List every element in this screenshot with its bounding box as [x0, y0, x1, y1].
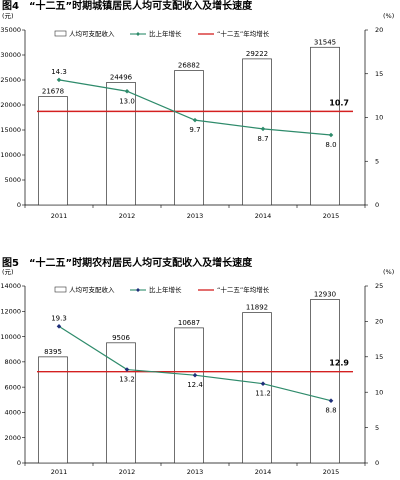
income-bar [174, 70, 204, 206]
right-tick-label: 15 [375, 353, 383, 361]
chart-title: 图4 “十二五”时期城镇居民人均可支配收入及增长速度 [2, 0, 253, 12]
right-axis-unit: (%) [383, 268, 394, 276]
x-tick-label: 2013 [187, 212, 204, 220]
left-tick-label: 8000 [4, 358, 21, 366]
income-bar-label: 21678 [42, 88, 64, 96]
average-growth-label: 10.7 [329, 98, 349, 107]
left-tick-label: 4000 [4, 409, 21, 417]
right-tick-label: 0 [375, 201, 379, 209]
growth-point-label: 8.0 [325, 141, 336, 149]
x-tick-label: 2014 [255, 212, 272, 220]
left-tick-label: 5000 [4, 176, 21, 184]
right-tick-label: 20 [375, 318, 383, 326]
growth-point-label: 8.7 [257, 135, 268, 143]
income-bar-label: 26882 [178, 62, 200, 70]
income-bar-label: 9506 [112, 334, 130, 342]
legend-growth-label: 比上年增长 [149, 285, 182, 294]
growth-point [260, 381, 266, 387]
left-tick-label: 0 [17, 459, 21, 467]
legend-bar-label: 人均可支配收入 [69, 285, 115, 294]
left-tick-label: 20000 [0, 101, 21, 109]
left-tick-label: 25000 [0, 76, 21, 84]
growth-point-label: 14.3 [51, 68, 67, 76]
legend-average-label: “十二五”年均增长 [217, 285, 270, 294]
growth-point-label: 13.2 [119, 376, 135, 384]
growth-point [56, 324, 62, 329]
x-tick-label: 2015 [323, 468, 340, 476]
growth-point-label: 8.8 [325, 407, 336, 415]
growth-point-label: 19.3 [51, 314, 67, 322]
income-bar-label: 24496 [110, 74, 133, 82]
chart-1: 图4 “十二五”时期城镇居民人均可支配收入及增长速度(元) (%)05000100… [0, 0, 394, 220]
income-bar-label: 8395 [44, 348, 62, 356]
growth-point-label: 9.7 [189, 126, 200, 134]
right-tick-label: 25 [375, 282, 383, 290]
income-bar [38, 356, 68, 464]
x-tick-label: 2012 [119, 212, 136, 220]
income-bar [174, 327, 204, 464]
left-tick-label: 14000 [0, 282, 21, 290]
left-tick-label: 30000 [0, 51, 21, 59]
x-tick-label: 2015 [323, 212, 340, 220]
income-bar-label: 29222 [246, 50, 268, 58]
growth-point [328, 132, 334, 138]
left-tick-label: 6000 [4, 383, 21, 391]
growth-point [124, 367, 130, 372]
income-bar-label: 31545 [314, 38, 336, 46]
left-tick-label: 15000 [0, 126, 21, 134]
left-axis-unit: (元) [2, 12, 14, 20]
growth-point [124, 88, 130, 94]
average-growth-label: 12.9 [329, 359, 349, 368]
growth-point [192, 117, 198, 123]
left-tick-label: 0 [17, 201, 21, 209]
right-tick-label: 10 [375, 388, 383, 396]
x-tick-label: 2014 [255, 468, 272, 476]
growth-point-label: 11.2 [255, 390, 271, 398]
legend-bar-swatch [54, 30, 67, 37]
right-tick-label: 20 [375, 26, 383, 34]
legend-growth-marker [136, 288, 140, 292]
right-axis-unit: (%) [383, 12, 394, 20]
growth-point-label: 13.0 [119, 97, 135, 105]
left-tick-label: 2000 [4, 434, 21, 442]
growth-point-label: 12.4 [187, 381, 203, 389]
income-bar [310, 46, 340, 206]
right-tick-label: 5 [375, 424, 379, 432]
income-bar-label: 10687 [178, 319, 200, 327]
income-bar [242, 312, 272, 464]
growth-point [328, 398, 334, 403]
x-tick-label: 2011 [51, 212, 68, 220]
income-bar [106, 82, 136, 206]
legend-average-label: “十二五”年均增长 [217, 29, 270, 38]
income-bar [242, 58, 272, 206]
left-tick-label: 10000 [0, 333, 21, 341]
right-tick-label: 5 [375, 157, 379, 165]
income-bar-label: 11892 [246, 304, 268, 312]
legend-growth-label: 比上年增长 [149, 29, 182, 38]
x-tick-label: 2013 [187, 468, 204, 476]
growth-point [192, 372, 198, 378]
income-bar [38, 96, 68, 206]
x-tick-label: 2011 [51, 468, 68, 476]
left-axis-unit: (元) [2, 268, 14, 276]
chart-title: 图5 “十二五”时期农村居民人均可支配收入及增长速度 [2, 256, 253, 269]
legend-growth-marker [136, 32, 140, 36]
legend-bar-swatch [54, 286, 67, 293]
growth-point [260, 126, 266, 132]
income-bar-label: 12930 [314, 291, 336, 299]
left-tick-label: 10000 [0, 151, 21, 159]
growth-point [56, 77, 62, 83]
x-tick-label: 2012 [119, 468, 136, 476]
income-bar [310, 299, 340, 464]
right-tick-label: 10 [375, 114, 383, 122]
left-tick-label: 35000 [0, 26, 21, 34]
legend-bar-label: 人均可支配收入 [69, 29, 115, 38]
left-tick-label: 12000 [0, 307, 21, 315]
right-tick-label: 15 [375, 70, 383, 78]
chart-2: 图5 “十二五”时期农村居民人均可支配收入及增长速度(元) (%) 0 2000 400… [0, 256, 394, 476]
right-tick-label: 0 [375, 459, 379, 467]
income-bar [106, 342, 136, 464]
